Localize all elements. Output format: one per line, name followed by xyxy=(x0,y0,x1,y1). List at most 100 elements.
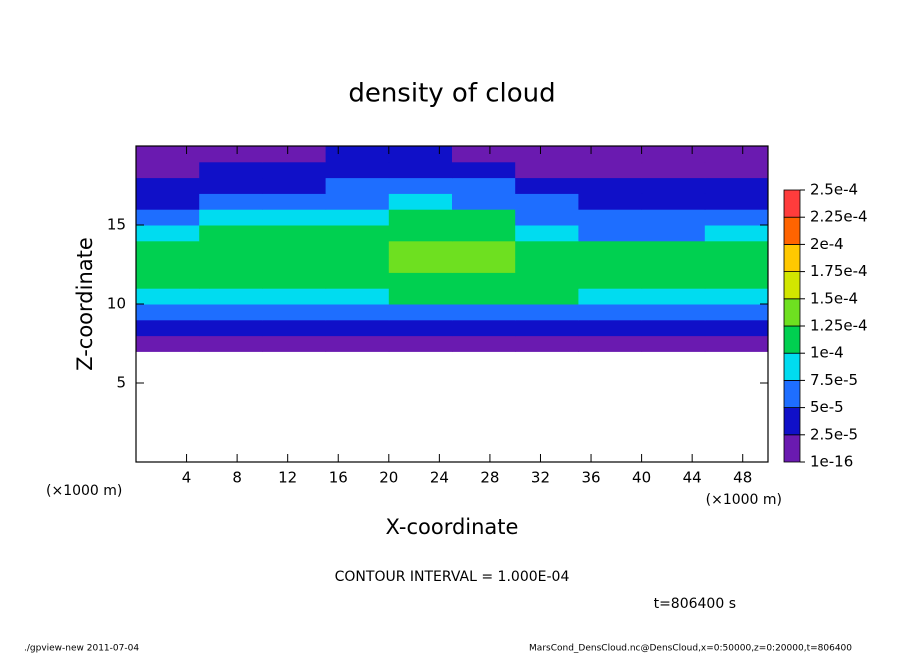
colorbar-segment xyxy=(783,407,801,436)
cell xyxy=(452,193,516,210)
x-tick-label: 24 xyxy=(430,469,449,487)
cell xyxy=(325,304,390,321)
cell xyxy=(452,319,516,337)
cell xyxy=(641,319,706,337)
colorbar-tick-label: 2.5e-4 xyxy=(810,181,858,199)
x-tick-label: 40 xyxy=(632,469,651,487)
cell xyxy=(578,288,643,305)
cell xyxy=(578,209,643,226)
cell xyxy=(578,240,643,258)
cell xyxy=(578,193,643,210)
cell xyxy=(515,335,579,352)
cell xyxy=(452,161,516,179)
cell xyxy=(136,193,200,210)
cell xyxy=(262,146,327,163)
annotation: CONTOUR INTERVAL = 1.000E-04 xyxy=(335,569,570,585)
cell xyxy=(578,304,643,321)
cell xyxy=(388,240,453,258)
cell xyxy=(325,161,390,179)
cell xyxy=(136,256,200,273)
y-unit-label: (×1000 m) xyxy=(46,483,122,499)
cell xyxy=(136,240,200,258)
cell xyxy=(704,240,769,258)
cell xyxy=(199,193,263,210)
cell xyxy=(641,304,706,321)
x-tick-label: 12 xyxy=(278,469,297,487)
cell xyxy=(641,256,706,273)
cell xyxy=(578,319,643,337)
cell xyxy=(704,146,769,163)
cell xyxy=(262,193,327,210)
cell xyxy=(199,288,263,305)
cell xyxy=(325,240,390,258)
cell xyxy=(199,177,263,194)
colorbar-tick-label: 2.25e-4 xyxy=(810,208,868,226)
x-tick-label: 28 xyxy=(480,469,499,487)
cell xyxy=(388,193,453,210)
x-tick-label: 44 xyxy=(683,469,702,487)
cell xyxy=(199,225,263,242)
cell xyxy=(452,225,516,242)
cell xyxy=(515,177,579,194)
cell xyxy=(262,272,327,289)
colorbar-segment xyxy=(783,379,801,408)
cell xyxy=(388,177,453,194)
cell xyxy=(199,161,263,179)
cell xyxy=(578,335,643,352)
colorbar-tick-label: 1e-16 xyxy=(810,453,853,471)
cell xyxy=(578,146,643,163)
cell xyxy=(641,335,706,352)
cell xyxy=(262,209,327,226)
cell xyxy=(388,146,453,163)
cell xyxy=(515,304,579,321)
cell xyxy=(704,272,769,289)
y-axis-label: Z-coordinate xyxy=(73,237,97,371)
x-tick-label: 32 xyxy=(531,469,550,487)
cell xyxy=(578,225,643,242)
cell xyxy=(388,256,453,273)
cell xyxy=(136,177,200,194)
cell xyxy=(262,177,327,194)
cell xyxy=(704,193,769,210)
cell xyxy=(262,335,327,352)
cell xyxy=(262,161,327,179)
cell xyxy=(515,161,579,179)
y-tick-label: 15 xyxy=(107,216,126,234)
cell xyxy=(641,161,706,179)
cell xyxy=(199,335,263,352)
cell xyxy=(388,335,453,352)
cell xyxy=(515,288,579,305)
colorbar-tick-label: 2e-4 xyxy=(810,235,844,253)
cell xyxy=(452,209,516,226)
cell xyxy=(199,209,263,226)
colorbar-segment xyxy=(783,243,801,272)
cell xyxy=(641,146,706,163)
cell xyxy=(704,319,769,337)
cell xyxy=(452,146,516,163)
cell xyxy=(262,256,327,273)
cell xyxy=(199,272,263,289)
footer-left: ./gpview-new 2011-07-04 xyxy=(24,644,139,654)
cell xyxy=(388,209,453,226)
cell xyxy=(325,177,390,194)
colorbar-tick-label: 1.75e-4 xyxy=(810,262,868,280)
colorbar-tick-label: 1.5e-4 xyxy=(810,289,858,307)
cell xyxy=(325,335,390,352)
cell xyxy=(704,256,769,273)
cell xyxy=(136,288,200,305)
colorbar-tick-label: 5e-5 xyxy=(810,398,844,416)
x-axis-label: X-coordinate xyxy=(386,515,519,539)
x-tick-label: 8 xyxy=(232,469,242,487)
cell xyxy=(452,177,516,194)
cell xyxy=(641,193,706,210)
cell xyxy=(199,256,263,273)
cell xyxy=(641,209,706,226)
cell xyxy=(199,319,263,337)
cell xyxy=(388,304,453,321)
colorbar-segment xyxy=(783,271,801,300)
cell xyxy=(641,240,706,258)
cell xyxy=(136,146,200,163)
x-tick-label: 16 xyxy=(329,469,348,487)
cell xyxy=(641,272,706,289)
